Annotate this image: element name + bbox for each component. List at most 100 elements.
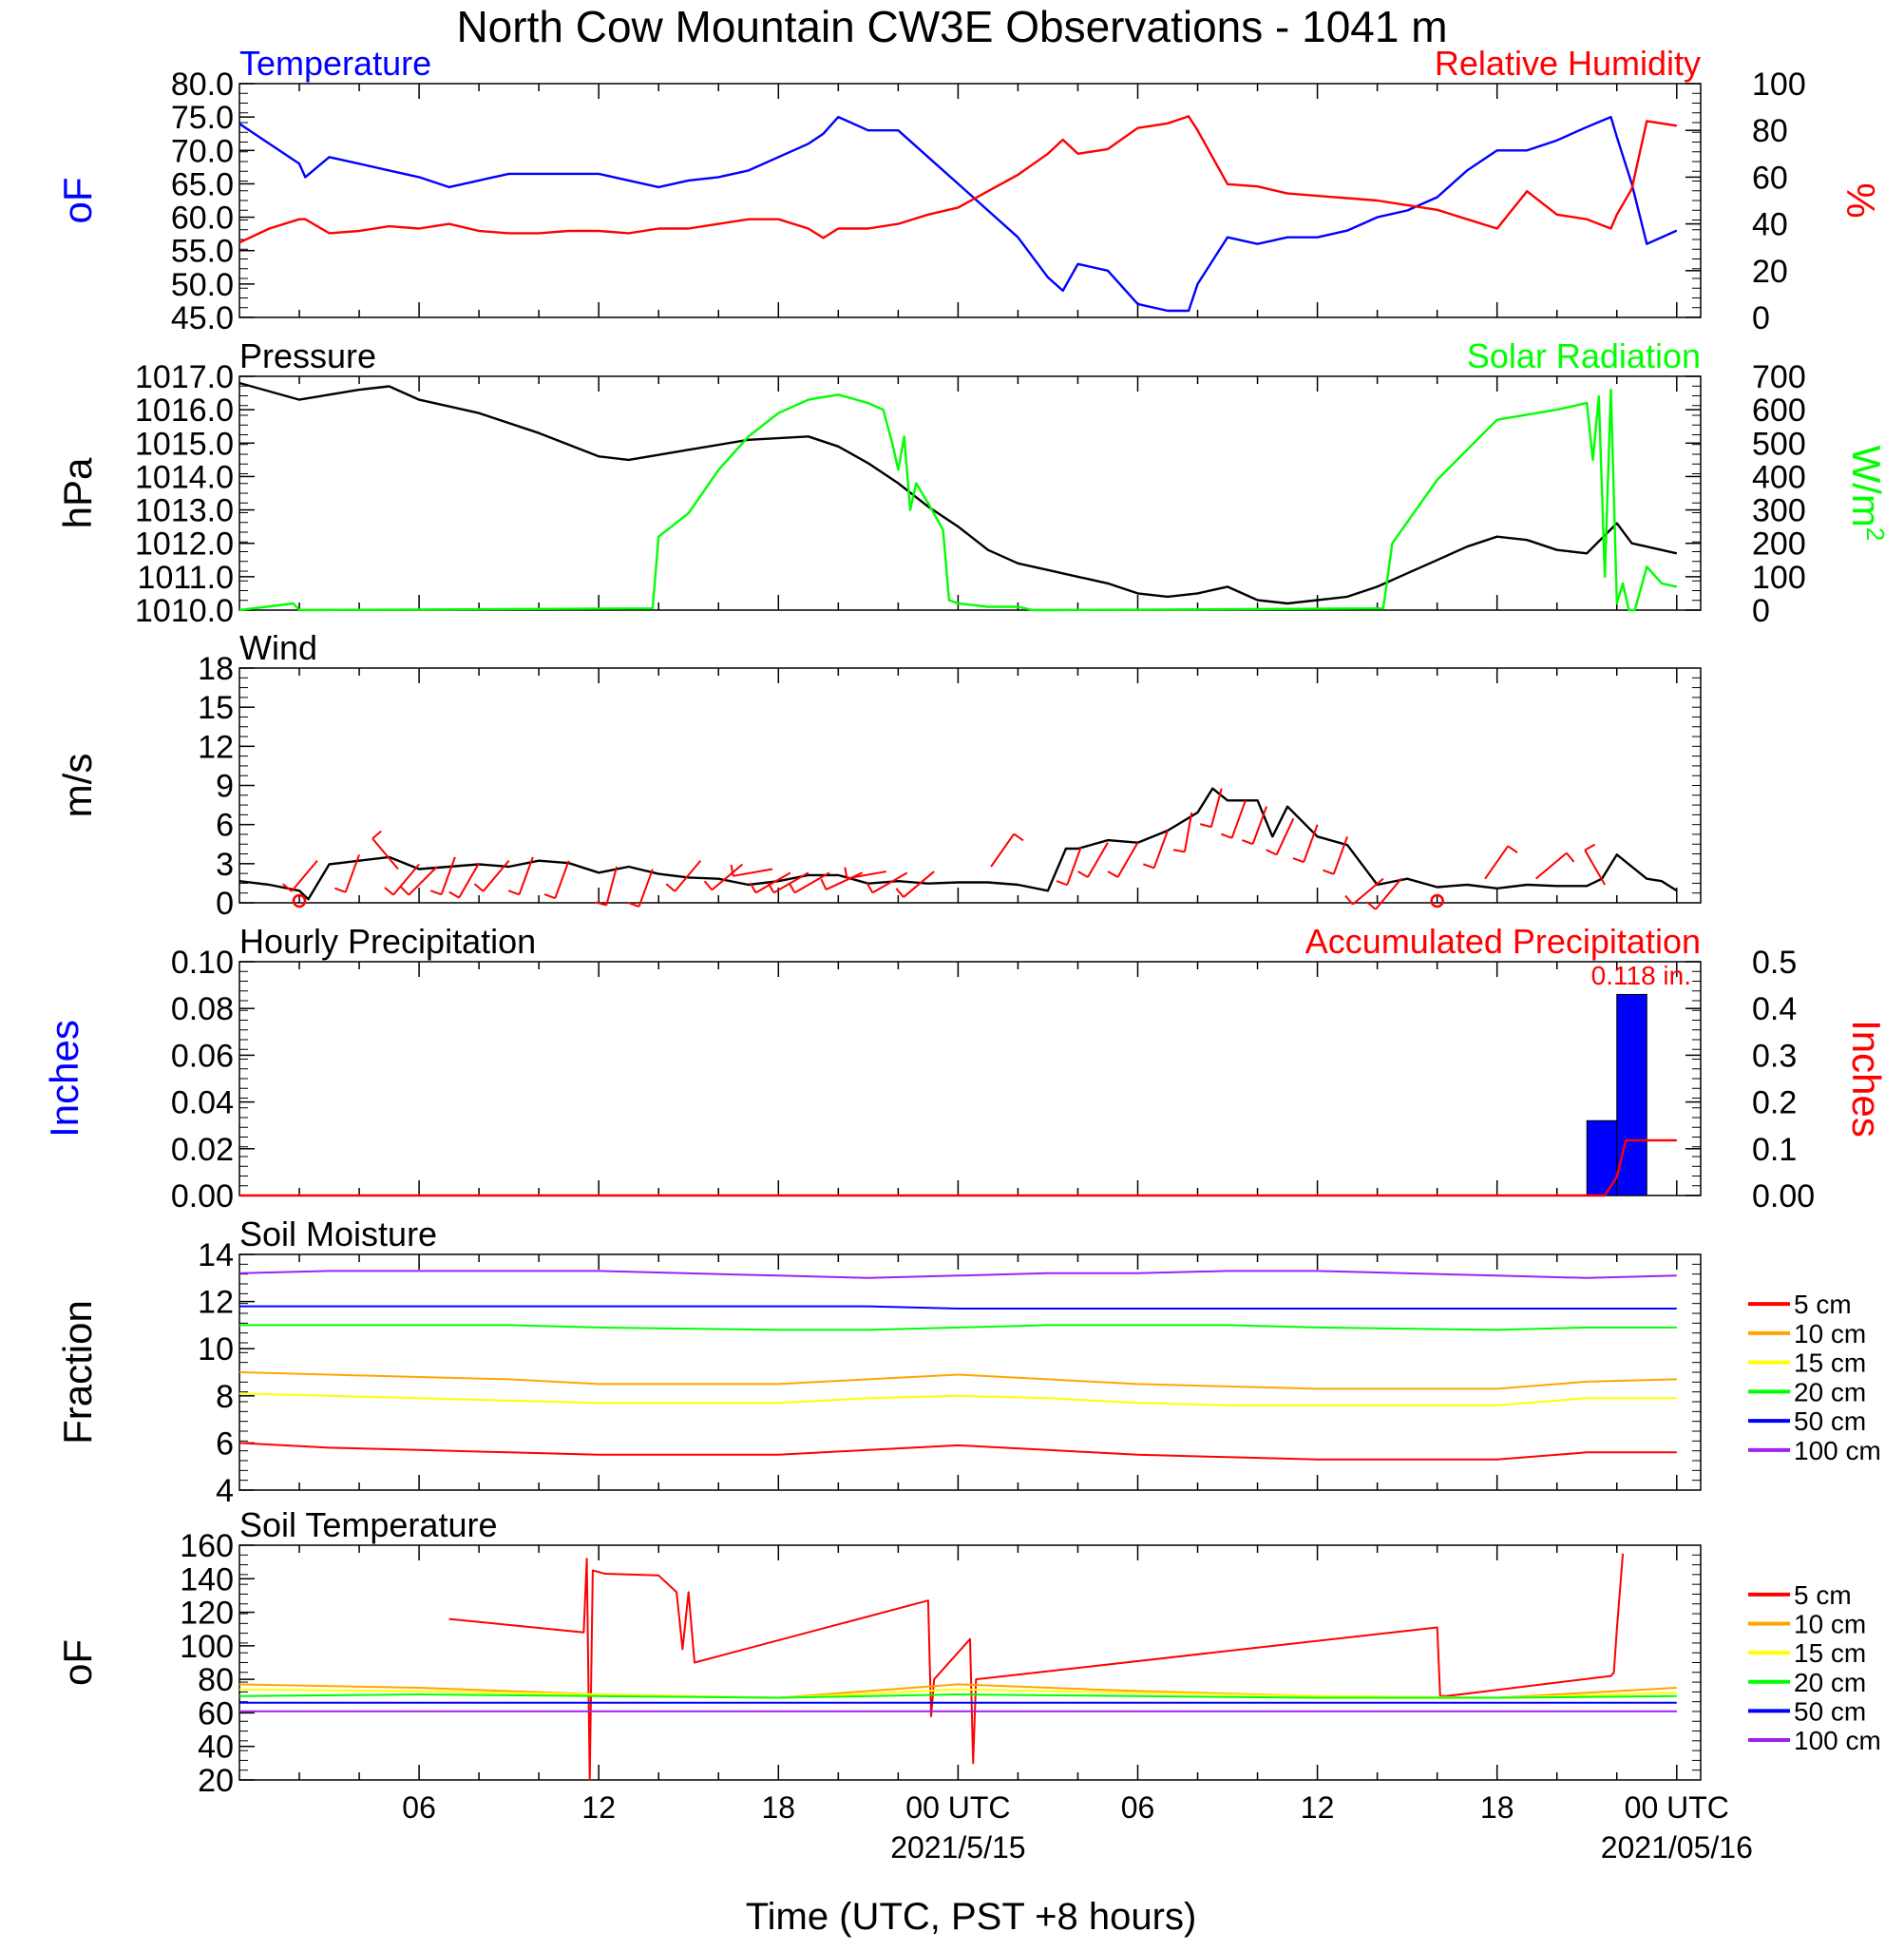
wind-barb-staff <box>1275 817 1295 855</box>
left-tick-label: 14 <box>198 1237 234 1273</box>
left-tick-label: 80 <box>198 1662 234 1698</box>
panel-right-title: Relative Humidity <box>1435 44 1701 83</box>
panel-left-title: Wind <box>239 628 317 667</box>
wind-barb-staff <box>772 871 809 894</box>
wind-barb-staff <box>371 837 399 870</box>
series-line-temp-0 <box>238 115 1678 313</box>
left-tick-label: 10 <box>198 1331 234 1368</box>
wind-barb-staff <box>482 860 510 892</box>
wind-barb-staff <box>554 860 570 899</box>
legend-label-5: 100 cm <box>1794 1436 1881 1465</box>
wind-barb-staff <box>1066 847 1082 886</box>
wind-barb-staff <box>518 856 534 895</box>
legend-label-2: 15 cm <box>1794 1638 1866 1668</box>
wind-barb-feather <box>895 888 904 898</box>
right-tick-label: 100 <box>1752 560 1806 596</box>
left-tick-label: 1013.0 <box>135 493 234 529</box>
series-line-soilt-0 <box>448 1553 1625 1781</box>
right-unit-label: Inches <box>1844 1020 1889 1138</box>
left-tick-label: 60.0 <box>171 201 234 237</box>
left-tick-label: 8 <box>216 1379 234 1415</box>
legend-label-3: 20 cm <box>1794 1668 1866 1697</box>
wind-barb-staff <box>408 866 438 896</box>
left-tick-label: 1012.0 <box>135 526 234 563</box>
legend-label-2: 15 cm <box>1794 1348 1866 1378</box>
x-tick-date-label: 2021/5/15 <box>890 1830 1025 1865</box>
wind-barb-feather <box>788 882 796 893</box>
wind-barb-feather <box>1266 849 1278 856</box>
x-tick-label: 18 <box>1480 1790 1514 1825</box>
wind-barb-feather <box>543 893 556 900</box>
left-tick-label: 9 <box>216 769 234 805</box>
left-unit-label: oF <box>55 1639 100 1686</box>
wind-barb-staff <box>1251 806 1267 845</box>
left-tick-label: 0.08 <box>171 991 234 1027</box>
panel-left-title: Pressure <box>239 336 376 375</box>
wind-barb-staff <box>1116 842 1139 878</box>
wind-barb-feather <box>730 864 734 877</box>
precip-bar-1 <box>1616 993 1647 1196</box>
wind-barb-staff <box>1375 878 1402 910</box>
panel-temp: 80.075.070.065.060.055.050.045.0 100 80 60 4… <box>55 44 1883 336</box>
wind-barb-staff <box>392 863 420 896</box>
wind-barb-feather <box>844 867 848 879</box>
left-tick-label: 60 <box>198 1695 234 1731</box>
calm-wind-marker <box>292 893 307 909</box>
wind-barb-feather <box>507 889 520 896</box>
wind-barb-staff <box>1584 850 1607 886</box>
legend-label-4: 50 cm <box>1794 1696 1866 1726</box>
x-axis-group: 06 12 18 00 UTC 2021/5/15 06 12 18 00 UTC 2021/05… <box>402 1790 1753 1865</box>
chart-title: North Cow Mountain CW3E Observations - 1… <box>456 2 1447 51</box>
left-tick-label: 1016.0 <box>135 392 234 429</box>
wind-barb-feather <box>1220 832 1232 839</box>
wind-barb-feather <box>1143 863 1154 870</box>
x-axis-label: Time (UTC, PST +8 hours) <box>746 1896 1197 1938</box>
wind-barb-feather <box>749 882 757 893</box>
panel-frame <box>238 1253 1702 1491</box>
wind-barb-staff <box>1230 799 1247 839</box>
left-tick-label: 6 <box>216 808 234 844</box>
right-tick-label: 200 <box>1752 526 1806 563</box>
left-tick-label: 70.0 <box>171 133 234 169</box>
left-tick-label: 0.06 <box>171 1038 234 1074</box>
panel-right-title: Solar Radiation <box>1467 336 1701 375</box>
wind-barb-feather <box>665 883 676 892</box>
wind-barb-staff <box>1087 842 1109 878</box>
left-tick-label: 3 <box>216 847 234 883</box>
panel-frame <box>238 961 1702 1196</box>
left-tick-label: 120 <box>180 1596 234 1632</box>
right-tick-label: 600 <box>1752 392 1806 429</box>
left-tick-label: 1017.0 <box>135 359 234 395</box>
left-unit-label: Inches <box>42 1020 86 1138</box>
wind-barb-feather <box>1013 832 1024 842</box>
left-tick-label: 1014.0 <box>135 459 234 495</box>
x-tick-label: 06 <box>1121 1790 1155 1825</box>
wind-barb-staff <box>440 856 456 895</box>
wind-barb-feather <box>448 890 460 899</box>
left-tick-label: 1015.0 <box>135 426 234 462</box>
legend-label-1: 10 cm <box>1794 1319 1866 1348</box>
wind-barb-feather <box>1056 880 1068 887</box>
wind-barb-feather <box>1366 901 1377 910</box>
right-tick-label: 500 <box>1752 426 1806 462</box>
left-unit-label: m/s <box>55 754 100 818</box>
left-tick-label: 75.0 <box>171 100 234 136</box>
series-line-soilm-5 <box>238 1270 1677 1279</box>
left-tick-label: 15 <box>198 690 234 726</box>
x-tick-label: 12 <box>1301 1790 1335 1825</box>
wind-barb-feather <box>1242 839 1253 846</box>
wind-barb-feather <box>1323 869 1335 875</box>
wind-barb-feather <box>595 901 607 907</box>
series-line-soilt-3 <box>238 1693 1677 1699</box>
wind-barb-staff <box>1352 877 1384 906</box>
wind-barb-feather <box>866 882 874 893</box>
calm-wind-marker <box>1430 893 1444 909</box>
left-tick-label: 80.0 <box>171 67 234 103</box>
right-unit-superscript: 2 <box>1861 527 1890 541</box>
right-tick-label: 60 <box>1752 160 1788 196</box>
wind-barb-staff <box>755 871 791 894</box>
wind-barb-staff <box>871 871 908 894</box>
x-tick-label: 18 <box>761 1790 795 1825</box>
legend-label-4: 50 cm <box>1794 1406 1866 1436</box>
series-line-wind-0 <box>238 787 1678 901</box>
